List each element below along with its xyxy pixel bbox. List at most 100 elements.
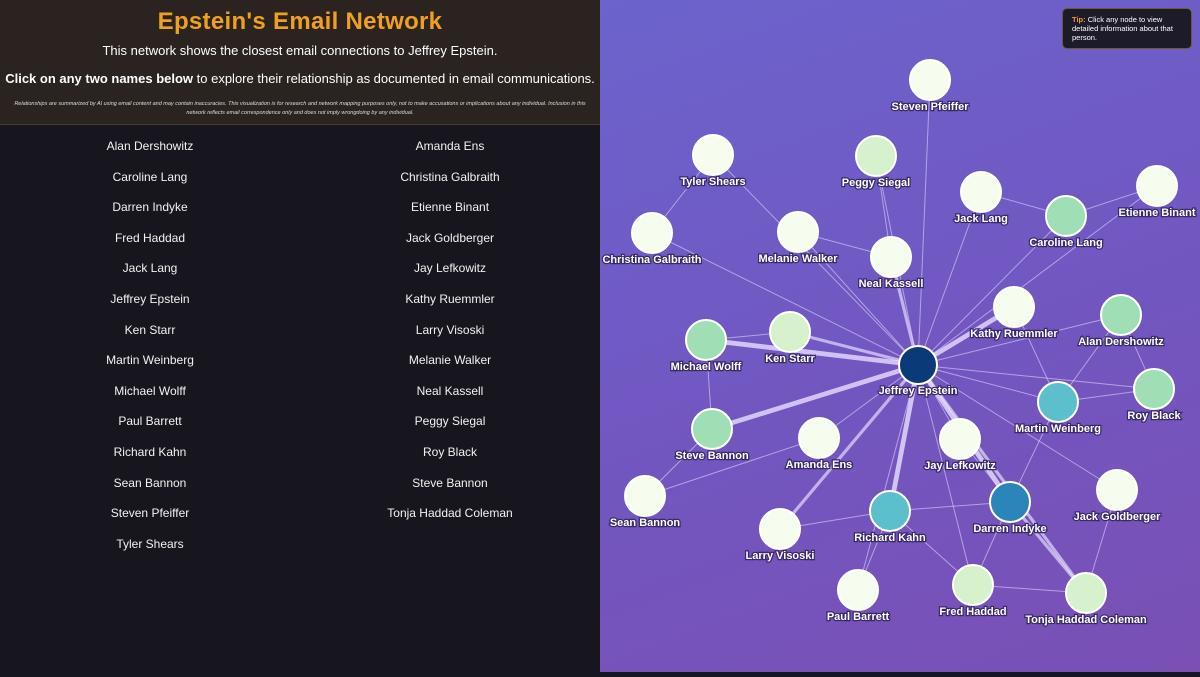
left-panel: Epstein's Email Network This network sho…: [0, 0, 600, 672]
node-label: Roy Black: [1127, 410, 1181, 422]
name-item[interactable]: Larry Visoski: [415, 322, 485, 337]
node-label: Richard Kahn: [854, 532, 926, 544]
edge: [857, 364, 919, 591]
name-item[interactable]: Christina Galbraith: [400, 169, 500, 184]
node-label: Darren Indyke: [973, 523, 1046, 535]
edge: [917, 364, 1155, 390]
node-michael-wolff[interactable]: [685, 319, 727, 361]
node-label: Tonja Haddad Coleman: [1025, 614, 1147, 626]
edge: [705, 337, 919, 368]
edge: [711, 362, 919, 432]
node-jeffrey-epstein[interactable]: [898, 345, 938, 385]
edge: [712, 154, 919, 366]
name-item[interactable]: Paul Barrett: [118, 414, 182, 429]
node-caroline-lang[interactable]: [1045, 195, 1087, 237]
node-label: Sean Bannon: [610, 517, 681, 529]
node-label: Etienne Binant: [1118, 207, 1195, 219]
node-amanda-ens[interactable]: [798, 417, 840, 459]
node-ken-starr[interactable]: [769, 311, 811, 353]
edge: [797, 231, 919, 366]
name-item[interactable]: Jack Lang: [122, 261, 178, 276]
node-jay-lefkowitz[interactable]: [939, 418, 981, 460]
edge: [917, 79, 931, 366]
name-item[interactable]: Fred Haddad: [114, 230, 186, 245]
name-item[interactable]: Sean Bannon: [113, 475, 187, 490]
node-martin-weinberg[interactable]: [1037, 381, 1079, 423]
node-label: Paul Barrett: [827, 611, 890, 623]
name-item[interactable]: Michael Wolff: [114, 383, 186, 398]
node-sean-bannon[interactable]: [624, 475, 666, 517]
node-label: Amanda Ens: [786, 459, 853, 471]
name-item[interactable]: Roy Black: [422, 444, 478, 459]
node-alan-dershowitz[interactable]: [1100, 294, 1142, 336]
node-darren-indyke[interactable]: [989, 481, 1031, 523]
node-fred-haddad[interactable]: [952, 564, 994, 606]
node-label: Steven Pfeiffer: [891, 101, 969, 113]
edge: [917, 364, 1059, 403]
node-neal-kassell[interactable]: [870, 236, 912, 278]
node-larry-visoski[interactable]: [759, 508, 801, 550]
node-label: Caroline Lang: [1029, 237, 1102, 249]
name-item[interactable]: Kathy Ruemmler: [405, 291, 495, 306]
node-paul-barrett[interactable]: [837, 569, 879, 611]
name-item[interactable]: Tyler Shears: [116, 536, 184, 551]
name-item[interactable]: Richard Kahn: [113, 444, 187, 459]
subtitle: This network shows the closest email con…: [102, 43, 498, 58]
node-label: Jack Lang: [954, 213, 1008, 225]
name-item[interactable]: Martin Weinberg: [106, 353, 194, 368]
node-steven-pfeiffer[interactable]: [909, 59, 951, 101]
node-melanie-walker[interactable]: [777, 211, 819, 253]
node-etienne-binant[interactable]: [1136, 165, 1178, 207]
node-label: Jack Goldberger: [1074, 511, 1162, 523]
node-label: Steve Bannon: [675, 450, 749, 462]
node-kathy-ruemmler[interactable]: [993, 286, 1035, 328]
instruction-bold: Click on any two names below: [5, 71, 194, 86]
name-item[interactable]: Amanda Ens: [415, 139, 485, 153]
edge: [644, 437, 820, 497]
edge: [917, 364, 974, 586]
name-item[interactable]: Jay Lefkowitz: [413, 261, 487, 276]
edge: [778, 363, 920, 531]
name-item[interactable]: Alan Dershowitz: [106, 139, 194, 153]
edge: [917, 364, 1118, 491]
name-item[interactable]: Steve Bannon: [412, 475, 488, 490]
edge: [651, 232, 919, 366]
node-label: Christina Galbraith: [602, 254, 701, 266]
node-peggy-siegal[interactable]: [855, 135, 897, 177]
name-item[interactable]: Steven Pfeiffer: [110, 506, 190, 521]
name-item[interactable]: Melanie Walker: [408, 353, 492, 368]
page-title: Epstein's Email Network: [157, 8, 443, 35]
name-item[interactable]: Neal Kassell: [416, 383, 484, 398]
edge: [789, 330, 919, 367]
node-tyler-shears[interactable]: [692, 134, 734, 176]
node-label: Jeffrey Epstein: [879, 385, 958, 397]
name-item[interactable]: Ken Starr: [124, 322, 176, 337]
name-list: Alan Dershowitz Amanda Ens Caroline Lang Ch…: [0, 125, 600, 559]
name-item[interactable]: Jack Goldberger: [405, 230, 495, 245]
name-item[interactable]: Darren Indyke: [112, 200, 188, 215]
name-item[interactable]: Caroline Lang: [112, 169, 188, 184]
node-label: Peggy Siegal: [842, 177, 910, 189]
node-label: Ken Starr: [765, 353, 815, 365]
node-label: Jay Lefkowitz: [924, 460, 996, 472]
name-item[interactable]: Tonja Haddad Coleman: [387, 506, 513, 521]
edge: [887, 364, 921, 512]
node-steve-bannon[interactable]: [691, 408, 733, 450]
node-christina-galbraith[interactable]: [631, 212, 673, 254]
node-jack-goldberger[interactable]: [1096, 469, 1138, 511]
tip-label: Tip:: [1072, 15, 1086, 24]
node-roy-black[interactable]: [1133, 368, 1175, 410]
instruction: Click on any two names below to explore …: [0, 71, 600, 86]
network-graph[interactable]: Jeffrey Epstein Steven Pfeiffer Tyler Shea…: [600, 0, 1200, 672]
node-jack-lang[interactable]: [960, 171, 1002, 213]
name-item[interactable]: Peggy Siegal: [414, 414, 486, 429]
tip-text: Click any node to view detailed informat…: [1072, 15, 1173, 42]
network-svg[interactable]: Jeffrey Epstein Steven Pfeiffer Tyler Shea…: [600, 0, 1200, 672]
edge: [917, 185, 1158, 366]
instruction-rest: to explore their relationship as documen…: [193, 71, 595, 86]
name-item[interactable]: Jeffrey Epstein: [110, 291, 190, 306]
node-richard-kahn[interactable]: [869, 490, 911, 532]
name-item[interactable]: Etienne Binant: [410, 200, 490, 215]
node-label: Neal Kassell: [859, 278, 924, 290]
node-tonja-haddad-coleman[interactable]: [1065, 572, 1107, 614]
